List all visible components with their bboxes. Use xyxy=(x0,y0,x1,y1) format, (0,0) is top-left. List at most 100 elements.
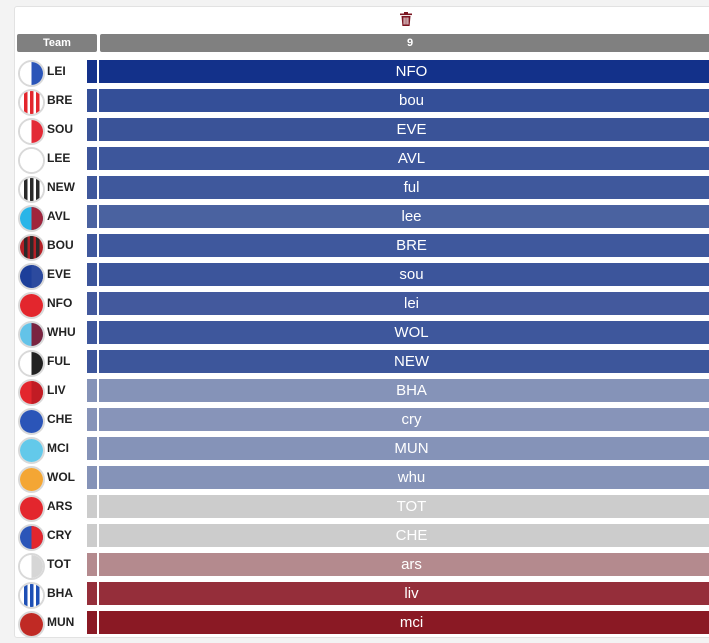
opponent-cell[interactable]: whu xyxy=(99,466,709,489)
opponent-cell[interactable]: lei xyxy=(99,292,709,315)
team-badge-icon xyxy=(18,437,45,464)
team-badge-icon xyxy=(18,495,45,522)
table-row: BRE bou xyxy=(15,88,709,117)
team-badge-icon xyxy=(18,234,45,261)
team-code: LIV xyxy=(47,383,66,397)
opponent-cell[interactable]: NEW xyxy=(99,350,709,373)
table-row: WHU WOL xyxy=(15,320,709,349)
opponent-cell[interactable]: EVE xyxy=(99,118,709,141)
team-code: CRY xyxy=(47,528,72,542)
table-row: NFO lei xyxy=(15,291,709,320)
team-column-header[interactable]: Team xyxy=(17,34,97,52)
team-code: ARS xyxy=(47,499,73,513)
team-badge-icon xyxy=(18,176,45,203)
table-row: AVL lee xyxy=(15,204,709,233)
opponent-cell[interactable]: bou xyxy=(99,89,709,112)
team-code: WHU xyxy=(47,325,76,339)
team-badge-icon xyxy=(18,524,45,551)
table-row: BHA liv xyxy=(15,581,709,610)
team-badge-icon xyxy=(18,350,45,377)
team-badge-icon xyxy=(18,553,45,580)
team-code: BRE xyxy=(47,93,73,107)
team-code: FUL xyxy=(47,354,71,368)
team-code: EVE xyxy=(47,267,72,281)
team-code: WOL xyxy=(47,470,75,484)
difficulty-strip xyxy=(87,524,97,547)
team-code: CHE xyxy=(47,412,73,426)
team-badge-icon xyxy=(18,466,45,493)
team-badge-icon xyxy=(18,147,45,174)
difficulty-strip xyxy=(87,147,97,170)
opponent-cell[interactable]: ars xyxy=(99,553,709,576)
difficulty-strip xyxy=(87,60,97,83)
difficulty-strip xyxy=(87,292,97,315)
team-code: MUN xyxy=(47,615,75,629)
table-row: ARS TOT xyxy=(15,494,709,523)
opponent-cell[interactable]: CHE xyxy=(99,524,709,547)
difficulty-strip xyxy=(87,118,97,141)
opponent-cell[interactable]: mci xyxy=(99,611,709,634)
team-badge-icon xyxy=(18,118,45,145)
opponent-cell[interactable]: liv xyxy=(99,582,709,605)
opponent-cell[interactable]: MUN xyxy=(99,437,709,460)
team-badge-icon xyxy=(18,582,45,609)
opponent-cell[interactable]: NFO xyxy=(99,60,709,83)
difficulty-strip xyxy=(87,582,97,605)
table-row: TOT ars xyxy=(15,552,709,581)
difficulty-strip xyxy=(87,408,97,431)
opponent-cell[interactable]: cry xyxy=(99,408,709,431)
team-code: NFO xyxy=(47,296,73,310)
trash-icon[interactable] xyxy=(400,12,412,26)
table-row: NEW ful xyxy=(15,175,709,204)
opponent-cell[interactable]: WOL xyxy=(99,321,709,344)
team-badge-icon xyxy=(18,60,45,87)
team-badge-icon xyxy=(18,408,45,435)
opponent-cell[interactable]: AVL xyxy=(99,147,709,170)
team-code: LEE xyxy=(47,151,71,165)
opponent-cell[interactable]: lee xyxy=(99,205,709,228)
team-code: SOU xyxy=(47,122,74,136)
difficulty-strip xyxy=(87,263,97,286)
team-badge-icon xyxy=(18,611,45,638)
difficulty-strip xyxy=(87,553,97,576)
table-row: EVE sou xyxy=(15,262,709,291)
difficulty-strip xyxy=(87,437,97,460)
opponent-cell[interactable]: sou xyxy=(99,263,709,286)
difficulty-strip xyxy=(87,379,97,402)
table-row: BOU BRE xyxy=(15,233,709,262)
fixture-panel: Team 9 LEI NFO BRE bou SOU EVE LEE AVL NEW ful AVL… xyxy=(14,6,709,638)
difficulty-strip xyxy=(87,350,97,373)
table-row: MUN mci xyxy=(15,610,709,639)
difficulty-strip xyxy=(87,205,97,228)
opponent-cell[interactable]: TOT xyxy=(99,495,709,518)
difficulty-strip xyxy=(87,89,97,112)
table-row: LIV BHA xyxy=(15,378,709,407)
difficulty-strip xyxy=(87,234,97,257)
team-code: LEI xyxy=(47,64,66,78)
team-code: BOU xyxy=(47,238,74,252)
table-row: SOU EVE xyxy=(15,117,709,146)
table-row: CRY CHE xyxy=(15,523,709,552)
team-badge-icon xyxy=(18,292,45,319)
difficulty-strip xyxy=(87,495,97,518)
team-code: AVL xyxy=(47,209,71,223)
table-row: WOL whu xyxy=(15,465,709,494)
opponent-cell[interactable]: BHA xyxy=(99,379,709,402)
team-code: TOT xyxy=(47,557,71,571)
difficulty-strip xyxy=(87,611,97,634)
opponent-cell[interactable]: ful xyxy=(99,176,709,199)
difficulty-strip xyxy=(87,321,97,344)
gameweek-column-header[interactable]: 9 xyxy=(100,34,709,52)
team-badge-icon xyxy=(18,205,45,232)
table-row: LEE AVL xyxy=(15,146,709,175)
team-badge-icon xyxy=(18,89,45,116)
team-badge-icon xyxy=(18,263,45,290)
difficulty-strip xyxy=(87,466,97,489)
difficulty-strip xyxy=(87,176,97,199)
opponent-cell[interactable]: BRE xyxy=(99,234,709,257)
table-row: CHE cry xyxy=(15,407,709,436)
table-row: MCI MUN xyxy=(15,436,709,465)
table-row: FUL NEW xyxy=(15,349,709,378)
team-code: NEW xyxy=(47,180,75,194)
team-badge-icon xyxy=(18,379,45,406)
